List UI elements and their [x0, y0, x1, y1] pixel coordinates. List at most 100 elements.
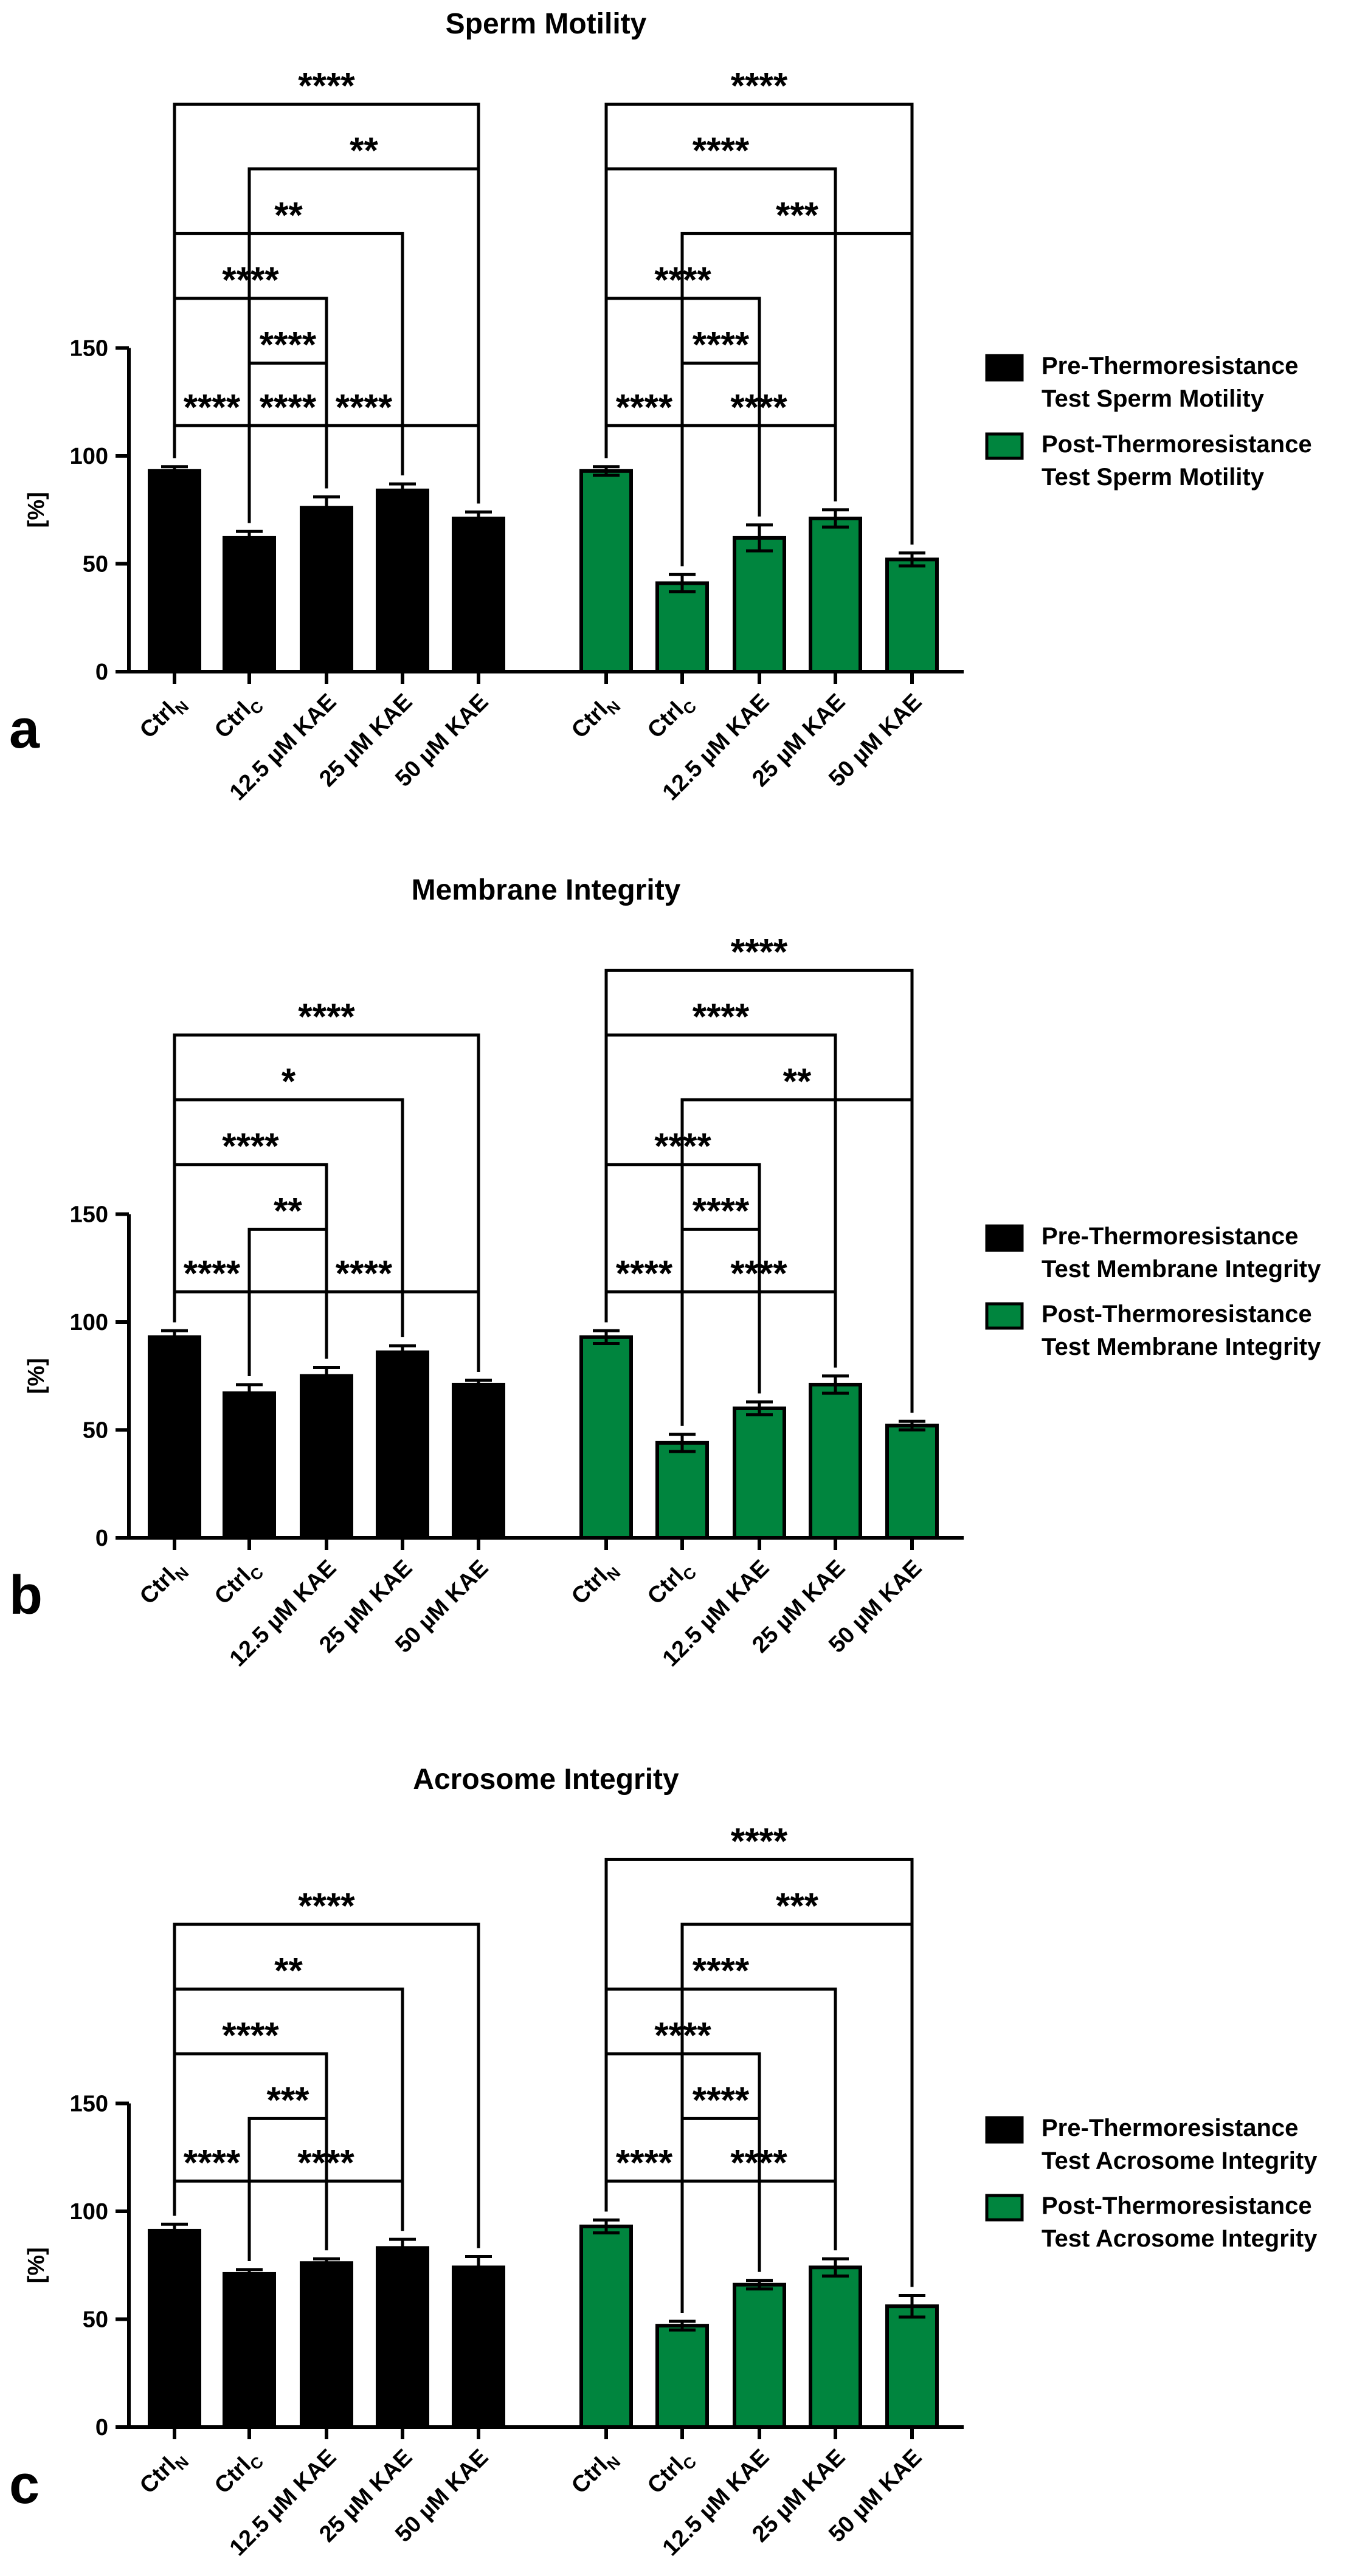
- legend-label: Post-Thermoresistance: [1042, 1301, 1312, 1328]
- significance-label: ****: [731, 1820, 788, 1861]
- significance-label: ****: [184, 387, 241, 427]
- significance-label: **: [350, 130, 378, 171]
- bar: [809, 516, 862, 674]
- y-tick-label: 0: [95, 2415, 108, 2440]
- bar: [148, 2228, 201, 2429]
- significance-label: ****: [693, 1190, 750, 1231]
- significance-label: ****: [616, 387, 673, 427]
- bar: [655, 1441, 709, 1540]
- significance-bracket: [604, 102, 914, 545]
- significance-label: ***: [266, 2079, 309, 2120]
- bar: [376, 488, 429, 673]
- legend-label: Test Acrosome Integrity: [1042, 2147, 1318, 2174]
- bar: [452, 1382, 505, 1540]
- significance-label: ****: [298, 1886, 355, 1926]
- y-tick-label: 100: [70, 444, 108, 469]
- legend-swatch: [985, 2194, 1024, 2222]
- significance-label: ****: [616, 2142, 673, 2183]
- chart-title: Acrosome Integrity: [413, 1763, 679, 1796]
- significance-label: ****: [298, 996, 355, 1037]
- significance-bracket: [680, 232, 914, 567]
- significance-bracket: [680, 1098, 914, 1426]
- x-category-label: CtrlC: [210, 689, 267, 746]
- significance-label: ****: [336, 1253, 393, 1293]
- bar: [300, 506, 353, 673]
- bar: [579, 1335, 633, 1540]
- bar: [655, 2324, 709, 2429]
- bar: [885, 1424, 939, 1540]
- x-category-label: CtrlN: [135, 2445, 192, 2502]
- significance-label: ****: [693, 130, 750, 171]
- bar: [300, 2261, 353, 2429]
- bar: [885, 2304, 939, 2429]
- legend-label: Pre-Thermoresistance: [1042, 353, 1298, 379]
- significance-label: ****: [222, 2015, 279, 2056]
- significance-label: ****: [336, 387, 393, 427]
- y-axis-label: [%]: [24, 2247, 49, 2283]
- bar: [148, 469, 201, 673]
- bar: [885, 557, 939, 674]
- significance-bracket: [604, 1858, 914, 2287]
- y-tick-label: 0: [95, 659, 108, 685]
- y-tick-label: 50: [83, 552, 108, 577]
- y-tick-label: 0: [95, 1526, 108, 1551]
- legend-swatch: [985, 432, 1024, 460]
- y-tick-label: 150: [70, 1202, 108, 1228]
- legend-label: Pre-Thermoresistance: [1042, 2115, 1298, 2141]
- significance-label: ****: [616, 1253, 673, 1293]
- x-category-label: CtrlN: [567, 2445, 624, 2502]
- significance-label: ****: [693, 1950, 750, 1991]
- significance-label: ****: [298, 65, 355, 106]
- bar: [300, 1374, 353, 1540]
- bar: [655, 581, 709, 674]
- significance-bracket: [247, 1227, 328, 1376]
- bar: [733, 2282, 786, 2429]
- y-tick-label: 100: [70, 2199, 108, 2225]
- legend-label: Pre-Thermoresistance: [1042, 1223, 1298, 1250]
- legend-label: Test Sperm Motility: [1042, 464, 1265, 491]
- bar: [223, 536, 276, 674]
- legend-label: Test Membrane Integrity: [1042, 1256, 1321, 1283]
- significance-bracket: [247, 424, 480, 523]
- legend-swatch: [985, 1302, 1024, 1330]
- x-category-label: CtrlN: [135, 1555, 192, 1613]
- significance-bracket: [247, 1290, 480, 1376]
- panel-label: c: [9, 2454, 40, 2515]
- chart-panel-b: Membrane Integrity b 0 50 100 150 [%] CtrlN Ctrl…: [9, 874, 1321, 1672]
- x-category-label: CtrlC: [643, 2445, 700, 2502]
- x-category-label: CtrlN: [135, 689, 192, 746]
- significance-bracket: [173, 102, 480, 504]
- legend-label: Test Sperm Motility: [1042, 385, 1265, 412]
- significance-bracket: [173, 1033, 480, 1372]
- y-axis-label: [%]: [24, 492, 49, 528]
- x-category-label: CtrlC: [643, 1555, 700, 1613]
- legend-label: Test Acrosome Integrity: [1042, 2225, 1318, 2252]
- significance-bracket: [604, 968, 914, 1413]
- significance-label: **: [274, 1950, 303, 1991]
- significance-label: ***: [776, 1886, 819, 1926]
- significance-label: **: [274, 1190, 302, 1231]
- bar: [376, 2246, 429, 2430]
- legend-label: Post-Thermoresistance: [1042, 431, 1312, 458]
- significance-bracket: [173, 1923, 480, 2248]
- bar: [452, 2265, 505, 2430]
- panel-label: a: [9, 699, 40, 760]
- bar: [148, 1335, 201, 1540]
- significance-label: **: [783, 1061, 812, 1101]
- y-tick-label: 150: [70, 2092, 108, 2117]
- legend-swatch: [985, 1224, 1024, 1252]
- significance-label: ****: [260, 324, 317, 365]
- bar: [579, 469, 633, 673]
- x-category-label: CtrlC: [643, 689, 700, 746]
- legend-label: Test Membrane Integrity: [1042, 1334, 1321, 1360]
- bar: [452, 516, 505, 674]
- y-tick-label: 150: [70, 336, 108, 362]
- significance-label: ****: [731, 931, 788, 972]
- legend-swatch: [985, 354, 1024, 382]
- bar: [809, 2265, 862, 2430]
- legend-swatch: [985, 2116, 1024, 2144]
- bar: [579, 2224, 633, 2430]
- y-tick-label: 50: [83, 1418, 108, 1444]
- bar: [733, 1407, 786, 1540]
- bar: [809, 1382, 862, 1540]
